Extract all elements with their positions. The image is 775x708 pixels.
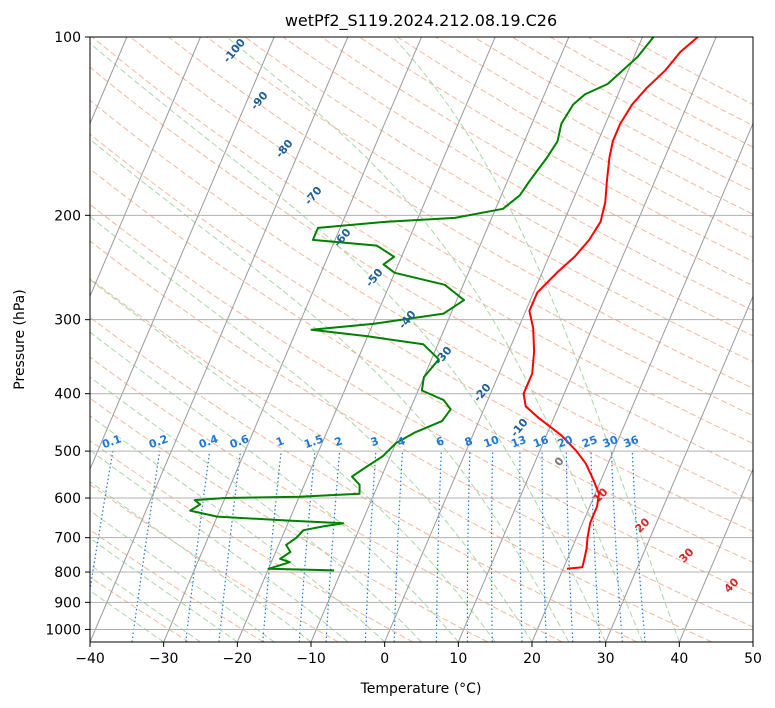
mixing-ratio-label: 36 [622,433,641,451]
y-tick-label: 1000 [45,622,81,638]
isotherm-line [90,37,349,642]
mixing-ratio-label: 8 [463,434,475,449]
x-tick-label: −30 [149,651,179,667]
x-tick-label: 10 [449,651,467,667]
isotherm-line [678,467,753,642]
dry-adiabat-line [130,37,753,417]
mixing-ratio-line [185,451,211,642]
moist-adiabat-line [90,537,238,642]
mixing-ratio-label: 25 [580,433,599,450]
y-tick-label: 300 [54,313,81,329]
mixing-ratio-label: 20 [556,433,575,451]
mixing-ratio-line [631,451,646,642]
chart-title: wetPf2_S119.2024.212.08.19.C26 [285,11,557,31]
y-tick-label: 400 [54,387,81,403]
dry-adiabat-line [90,356,563,642]
y-tick-label: 200 [54,208,81,224]
isotherm-line [236,37,496,642]
isobars [90,37,753,630]
isotherm-line [163,37,422,642]
dry-adiabat-line [90,483,339,642]
dry-adiabat-line [90,397,488,642]
mixing-ratio-label: 13 [509,433,528,450]
mixing-ratio-label: 2 [333,434,345,449]
dry-adiabat-line [282,37,753,312]
mixing-ratio-label: 0.4 [197,432,220,451]
mixing-ratio-label: 16 [531,433,550,451]
x-axis: −40 −30 −20 −10 0 10 20 30 40 50 [75,642,762,667]
moist-adiabat-line [90,481,312,642]
x-tick-label: 30 [597,651,615,667]
x-tick-label: −20 [223,651,253,667]
mixing-ratio-label: 6 [434,434,446,449]
y-tick-label: 600 [54,491,81,507]
moist-adiabat-line [90,415,386,642]
mixing-ratio-label: 10 [482,433,501,451]
isotherm-line [457,37,717,642]
moist-adiabat-line [226,37,643,642]
mixing-ratio-label: 0.1 [100,432,123,451]
moist-adiabat-line [90,138,570,642]
mixing-ratio-line [90,450,114,594]
mixing-ratio-label: 4 [395,434,407,449]
isotherm-line [384,37,643,642]
x-tick-label: −40 [75,651,105,667]
x-tick-label: 20 [523,651,541,667]
y-tick-label: 500 [54,444,81,460]
isotherm-line [90,37,275,471]
isotherm-line [531,122,753,642]
moist-adiabat-line [90,449,349,642]
mixing-ratio-label: 1.5 [302,432,325,451]
y-tick-label: 100 [54,30,81,46]
dewpoint-line [189,37,655,572]
moist-adiabat-line [90,376,422,642]
y-tick-label: 900 [54,595,81,611]
dry-adiabat-line [90,66,753,473]
x-tick-label: 0 [380,651,389,667]
dry-adiabat-line [90,316,638,642]
isotherms [90,37,753,642]
moist-adiabat-line [90,42,607,642]
dry-adiabat-line [90,203,753,595]
y-axis-label: Pressure (hPa) [12,289,28,389]
mixing-ratio-label: 3 [369,434,381,449]
mixing-ratio-line [218,451,242,642]
moist-adiabat-line [90,589,164,642]
dry-adiabat-line [90,240,753,628]
moist-adiabat-line [90,331,459,642]
x-axis-label: Temperature (°C) [360,681,482,697]
moist-adiabat-line [392,37,680,642]
dry-adiabat-line [90,576,190,642]
x-tick-label: 50 [744,651,762,667]
y-tick-label: 700 [54,531,81,547]
y-axis: 100 200 300 400 500 600 700 800 900 1000 [45,30,90,638]
moist-adiabats [90,37,680,642]
mixing-ratio-label: 0.2 [147,432,170,451]
profile-series [189,37,699,572]
isotherm-line [90,37,201,298]
moist-adiabat-line [90,564,201,642]
dry-adiabat-line [90,133,753,533]
x-tick-label: 40 [670,651,688,667]
moist-adiabat-line [90,215,533,642]
dry-adiabat-line [206,37,753,363]
mixing-ratio-label: 0.6 [228,432,251,451]
mixing-ratio-label: 30 [601,433,620,451]
y-tick-label: 800 [54,565,81,581]
mixing-ratio-line [298,451,316,642]
isotherm-line [310,37,570,642]
mixing-ratio-label: 1 [274,434,286,449]
plot-area: 0.1 0.2 0.4 0.6 1 1.5 2 3 4 6 8 10 13 16 20 25 30 36-100-… [90,37,753,642]
temperature-line [522,37,699,570]
moist-adiabat-line [90,279,496,642]
x-tick-label: −10 [296,651,326,667]
mixing-ratio-line [262,451,282,642]
dry-adiabats [90,37,753,642]
isotherm-line [605,295,753,642]
plot-frame [89,36,754,643]
